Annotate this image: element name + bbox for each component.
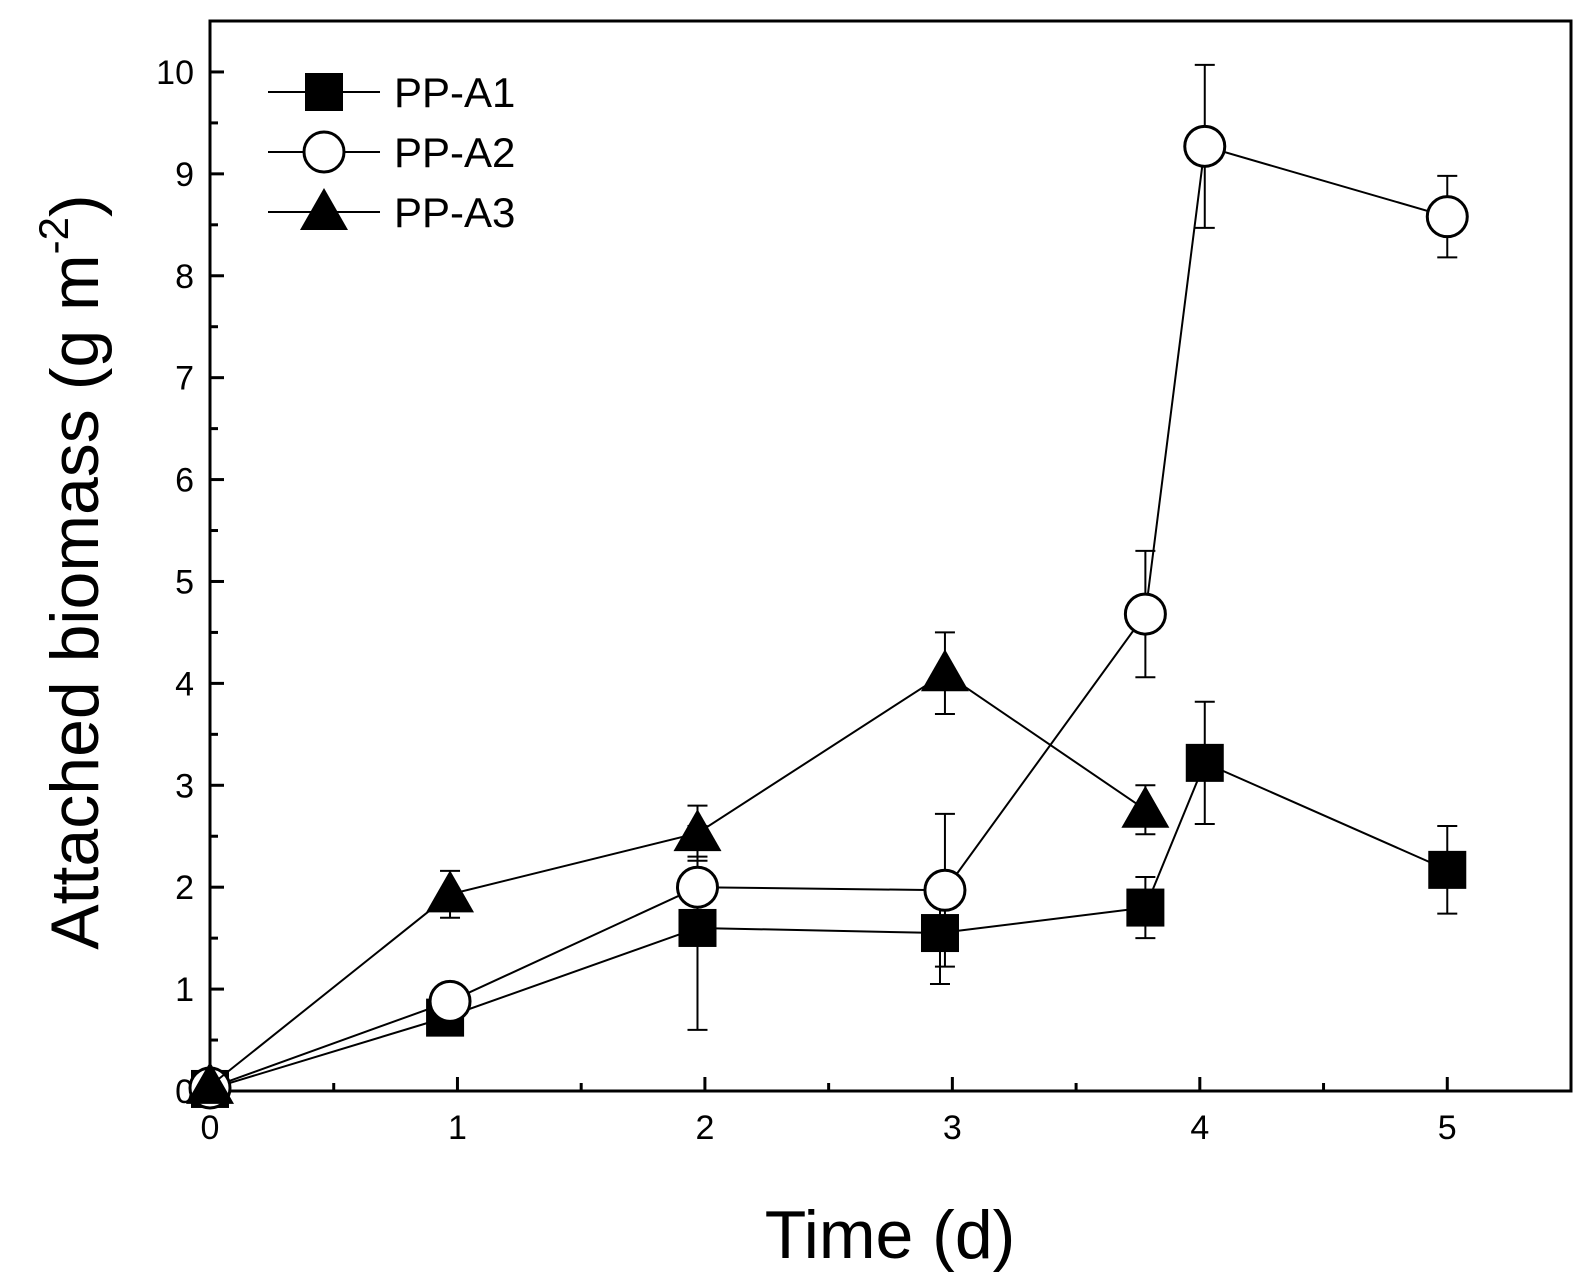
series-pp-a1	[191, 700, 1467, 1108]
legend-item: PP-A3	[268, 188, 515, 236]
data-point	[186, 1061, 234, 1104]
data-point	[1121, 785, 1170, 828]
data-point	[428, 979, 472, 1023]
y-tick-label: 1	[175, 971, 194, 1009]
y-tick-label: 6	[175, 462, 194, 500]
legend-label: PP-A2	[394, 129, 515, 176]
legend-label: PP-A3	[394, 189, 515, 236]
y-tick-label: 2	[175, 869, 194, 907]
y-tick-label: 5	[175, 563, 194, 601]
data-point	[673, 809, 722, 852]
series-line	[209, 145, 1448, 1089]
data-point	[1428, 850, 1467, 889]
series-layer	[186, 63, 1469, 1110]
x-axis-title: Time (d)	[765, 1197, 1016, 1273]
y-tick-label: 7	[175, 360, 194, 398]
legend-marker	[302, 130, 346, 174]
data-point	[920, 649, 969, 692]
legend: PP-A1 PP-A2 PP-A3	[268, 69, 515, 236]
y-tick-label: 3	[175, 767, 194, 805]
y-axis-title: Attached biomass (g m-2)	[30, 194, 113, 949]
data-point	[1425, 195, 1469, 239]
series-pp-a2	[188, 63, 1469, 1110]
series-line	[209, 761, 1448, 1090]
y-tick-label: 8	[175, 258, 194, 296]
x-tick-label: 5	[1438, 1109, 1457, 1147]
legend-marker	[305, 73, 343, 111]
y-tick-label: 4	[175, 665, 194, 703]
data-point	[426, 870, 475, 913]
data-point	[675, 865, 719, 909]
legend-marker	[300, 188, 348, 230]
series-pp-a3	[186, 631, 1170, 1104]
y-axis-title-close: )	[37, 194, 113, 217]
data-point	[920, 914, 959, 953]
x-tick-label: 4	[1190, 1109, 1209, 1147]
data-point	[923, 868, 967, 912]
x-tick-label: 2	[695, 1109, 714, 1147]
legend-label: PP-A1	[394, 69, 515, 116]
legend-item: PP-A1	[268, 69, 515, 116]
y-tick-label: 9	[175, 156, 194, 194]
x-tick-label: 3	[943, 1109, 962, 1147]
data-point	[1185, 743, 1224, 782]
plot-frame	[208, 19, 1573, 1093]
x-tick-label: 1	[448, 1109, 467, 1147]
data-point	[1183, 124, 1227, 168]
x-tick-label: 0	[201, 1109, 220, 1147]
data-point	[1123, 592, 1167, 636]
data-point	[1126, 888, 1165, 927]
y-axis-title-main: Attached biomass (g m	[37, 254, 113, 949]
y-tick-label: 10	[156, 54, 194, 92]
legend-item: PP-A2	[268, 129, 515, 176]
y-axis-title-superscript: -2	[30, 217, 77, 254]
